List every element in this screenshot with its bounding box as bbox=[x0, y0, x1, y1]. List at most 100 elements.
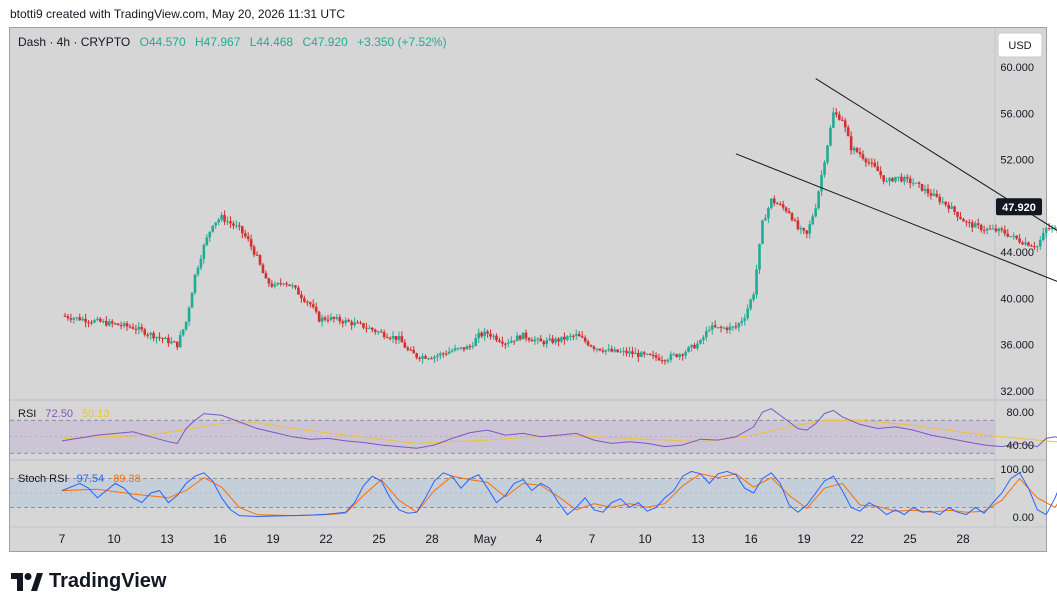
time-tick-label: 10 bbox=[638, 532, 652, 546]
candle-body bbox=[820, 174, 823, 192]
candle-body bbox=[557, 338, 560, 342]
rsi-ma-line bbox=[61, 419, 1057, 444]
candle-body bbox=[1024, 242, 1027, 245]
candle-body bbox=[864, 158, 868, 163]
tradingview-logo[interactable]: TradingView bbox=[11, 570, 166, 593]
candle-body bbox=[885, 181, 888, 183]
candle-body bbox=[143, 329, 147, 335]
candle-body bbox=[320, 317, 324, 322]
candle-body bbox=[802, 228, 806, 231]
stoch-k-value: 97.54 bbox=[77, 473, 105, 485]
chart-attribution: btotti9 created with TradingView.com, Ma… bbox=[10, 7, 346, 21]
candle-body bbox=[941, 201, 945, 203]
candle-body bbox=[681, 354, 684, 356]
candle-body bbox=[705, 330, 708, 338]
price-tick-label: 56.000 bbox=[1000, 108, 1034, 120]
candle-body bbox=[161, 338, 164, 340]
candle-body bbox=[876, 166, 880, 172]
candle-body bbox=[107, 321, 111, 326]
candle-body bbox=[436, 355, 439, 357]
candle-body bbox=[258, 255, 262, 265]
candle-body bbox=[506, 342, 510, 344]
candle-body bbox=[672, 354, 676, 356]
candle-body bbox=[441, 353, 445, 355]
candle-body bbox=[554, 338, 557, 343]
rsi-label: RSI bbox=[18, 408, 36, 420]
candle-body bbox=[1033, 246, 1036, 248]
time-axis[interactable]: 7 10 13 16 19 22 25 28 May 4 7 10 13 16 19 22 25 28 bbox=[59, 532, 970, 546]
time-tick-label: 13 bbox=[160, 532, 174, 546]
candle-body bbox=[181, 329, 185, 336]
candle-body bbox=[772, 198, 776, 204]
symbol-label: Dash · 4h · CRYPTO bbox=[18, 35, 130, 49]
candle-body bbox=[811, 216, 815, 225]
candle-body bbox=[637, 352, 640, 357]
candle-body bbox=[69, 318, 73, 320]
candle-body bbox=[601, 350, 605, 352]
candle-body bbox=[196, 267, 200, 275]
candle-body bbox=[566, 336, 569, 340]
rsi-ma-value: 50.13 bbox=[82, 408, 110, 420]
candlestick-series[interactable] bbox=[63, 107, 1057, 365]
candle-body bbox=[675, 354, 679, 357]
candle-body bbox=[314, 306, 318, 312]
candle-body bbox=[335, 317, 339, 319]
candle-body bbox=[353, 322, 356, 326]
candle-body bbox=[752, 294, 755, 300]
candle-body bbox=[205, 237, 209, 245]
candle-body bbox=[444, 353, 448, 355]
candle-body bbox=[439, 353, 442, 356]
candle-body bbox=[976, 223, 980, 226]
candle-body bbox=[722, 327, 726, 329]
candle-body bbox=[1050, 227, 1054, 230]
candle-body bbox=[894, 176, 897, 182]
candle-body bbox=[914, 182, 918, 184]
trendline-lower[interactable] bbox=[735, 153, 1057, 316]
candle-body bbox=[81, 318, 84, 321]
candle-body bbox=[775, 203, 779, 205]
candle-body bbox=[93, 320, 96, 323]
time-tick-label: 7 bbox=[59, 532, 66, 546]
candle-body bbox=[359, 322, 362, 324]
candle-body bbox=[323, 317, 327, 320]
candle-body bbox=[997, 228, 1001, 232]
candle-body bbox=[235, 225, 238, 227]
candle-body bbox=[362, 323, 365, 328]
candle-body bbox=[690, 344, 693, 348]
candle-body bbox=[589, 345, 593, 347]
candle-body bbox=[994, 228, 998, 232]
candle-body bbox=[645, 353, 649, 355]
candle-body bbox=[249, 239, 253, 247]
candle-body bbox=[669, 354, 673, 360]
candle-body bbox=[489, 333, 492, 337]
currency-button[interactable] bbox=[997, 32, 1043, 58]
candle-body bbox=[932, 193, 936, 196]
candle-body bbox=[965, 221, 968, 223]
candle-body bbox=[770, 198, 773, 208]
trendline-upper[interactable] bbox=[815, 78, 1057, 297]
candle-body bbox=[625, 350, 628, 354]
candle-body bbox=[270, 283, 274, 287]
candle-body bbox=[264, 273, 268, 279]
candle-body bbox=[1041, 232, 1045, 241]
candle-body bbox=[843, 120, 847, 128]
candle-body bbox=[164, 337, 167, 340]
rsi-tick-label: 40.00 bbox=[1006, 440, 1034, 452]
candle-body bbox=[678, 354, 682, 357]
candle-body bbox=[882, 175, 885, 182]
candle-body bbox=[1009, 236, 1013, 238]
candle-body bbox=[294, 285, 297, 288]
price-tick-label: 60.000 bbox=[1000, 62, 1034, 74]
rsi-value: 72.50 bbox=[45, 408, 73, 420]
candle-body bbox=[628, 351, 631, 354]
candle-body bbox=[610, 348, 614, 352]
candle-body bbox=[403, 342, 407, 348]
candle-body bbox=[719, 327, 723, 329]
candle-body bbox=[1044, 228, 1048, 233]
candle-body bbox=[855, 148, 859, 153]
candle-body bbox=[418, 357, 421, 359]
time-tick-label: 25 bbox=[372, 532, 386, 546]
candle-body bbox=[102, 320, 105, 322]
trendline-group[interactable] bbox=[735, 78, 1057, 316]
